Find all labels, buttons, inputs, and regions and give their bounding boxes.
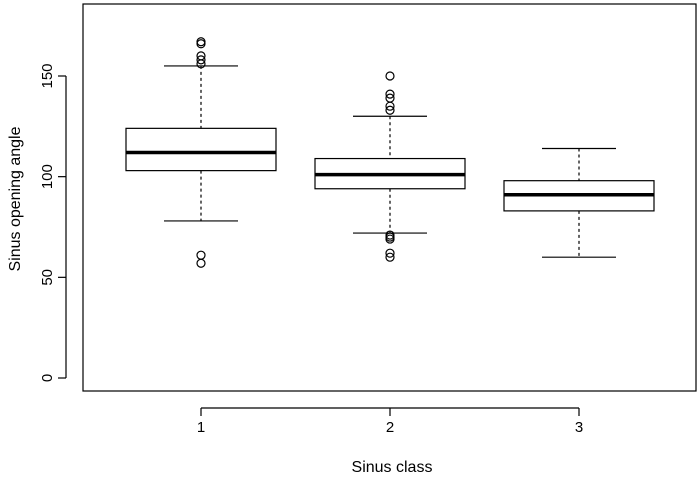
boxes-layer <box>125 37 655 268</box>
y-tick-label: 0 <box>39 374 56 382</box>
x-tick-label: 1 <box>197 419 205 436</box>
x-axis: 1 2 3 <box>197 407 583 436</box>
box-group-3 <box>503 147 655 258</box>
outlier-point <box>385 89 395 99</box>
y-tick-label: 50 <box>39 269 56 286</box>
iqr-box <box>125 127 277 172</box>
y-axis: 0 50 100 150 <box>39 63 67 382</box>
y-tick-label: 100 <box>39 164 56 189</box>
x-axis-title: Sinus class <box>352 459 433 476</box>
plot-frame <box>82 3 697 392</box>
x-tick-label: 3 <box>575 419 583 436</box>
box-group-2 <box>314 71 466 262</box>
outlier-point <box>385 71 395 81</box>
outlier-point <box>385 234 395 244</box>
outlier-point <box>385 105 395 115</box>
outlier-point <box>196 39 206 49</box>
box-group-1 <box>125 37 277 268</box>
outlier-point <box>196 250 206 260</box>
outlier-point <box>196 59 206 69</box>
outlier-point <box>385 252 395 262</box>
y-tick-label: 150 <box>39 63 56 88</box>
x-tick-label: 2 <box>386 419 394 436</box>
outlier-point <box>196 55 206 65</box>
outlier-point <box>196 258 206 268</box>
outlier-point <box>385 101 395 111</box>
y-axis-title: Sinus opening angle <box>7 126 24 271</box>
outlier-point <box>385 248 395 258</box>
